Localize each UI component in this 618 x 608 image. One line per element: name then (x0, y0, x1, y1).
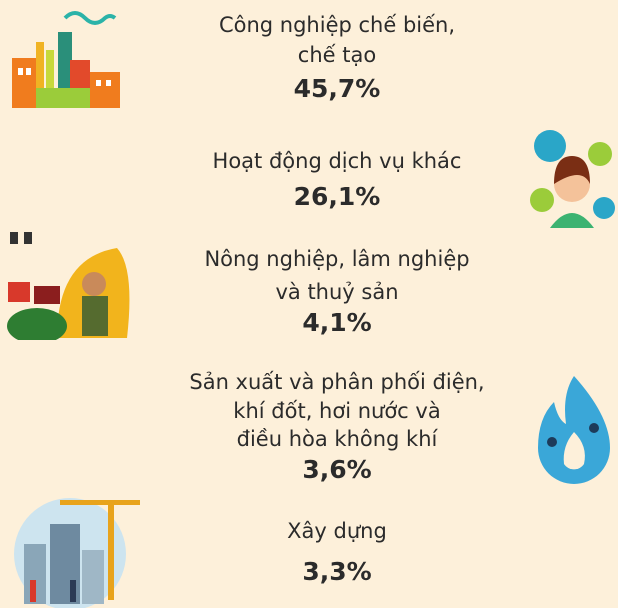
item-label: Nông nghiệp, lâm nghiệp (150, 244, 524, 274)
agriculture-icon (2, 222, 132, 340)
item-label: và thuỷ sản (150, 277, 524, 307)
item-value: 4,1% (150, 308, 524, 338)
construction-icon (10, 494, 142, 608)
item-label: khí đốt, hơi nước và (150, 396, 524, 426)
item-value: 26,1% (150, 182, 524, 212)
item-label: chế tạo (150, 40, 524, 70)
service-icon (528, 128, 616, 230)
item-value: 45,7% (150, 74, 524, 104)
item-label: Công nghiệp chế biến, (150, 10, 524, 40)
item-label: Sản xuất và phân phối điện, (150, 367, 524, 397)
infographic: Công nghiệp chế biến,chế tạo 45,7% Hoạt độ… (0, 0, 618, 608)
item-label: Hoạt động dịch vụ khác (150, 146, 524, 176)
item-label: điều hòa không khí (150, 424, 524, 454)
item-label: Xây dựng (150, 516, 524, 546)
factory-icon (10, 10, 125, 108)
item-value: 3,3% (150, 557, 524, 587)
energy-icon (532, 372, 616, 484)
item-value: 3,6% (150, 455, 524, 485)
